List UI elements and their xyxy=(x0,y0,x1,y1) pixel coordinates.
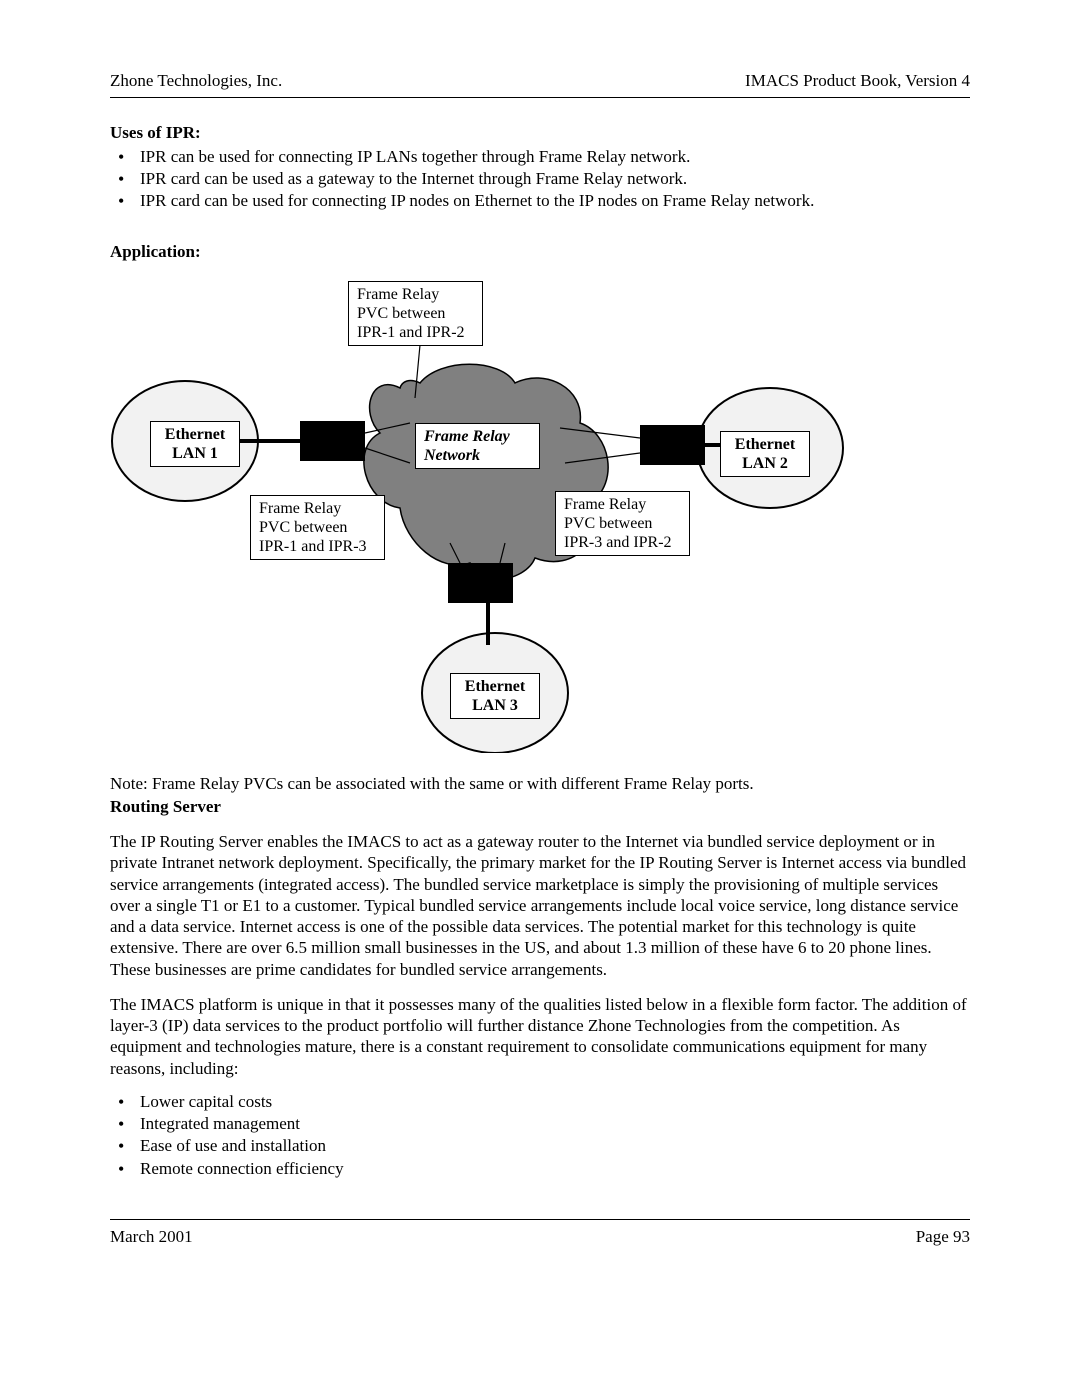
label-line: LAN 3 xyxy=(472,697,518,714)
lan3-label: Ethernet LAN 3 xyxy=(450,673,540,719)
application-heading: Application: xyxy=(110,241,970,262)
list-item: IPR card can be used for connecting IP n… xyxy=(110,190,970,211)
label-line: PVC between xyxy=(357,305,445,322)
network-diagram: Frame Relay PVC between IPR-1 and IPR-2 … xyxy=(110,273,850,753)
note-text: Note: Frame Relay PVCs can be associated… xyxy=(110,773,970,794)
right-pvc-label: Frame Relay PVC between IPR-3 and IPR-2 xyxy=(555,491,690,557)
label-line: LAN 2 xyxy=(742,455,788,472)
label-line: PVC between xyxy=(259,519,347,536)
footer-left: March 2001 xyxy=(110,1226,193,1247)
lan1-label: Ethernet LAN 1 xyxy=(150,421,240,467)
label-line: Frame Relay xyxy=(259,500,341,517)
router-box-1 xyxy=(300,421,365,461)
left-pvc-label: Frame Relay PVC between IPR-1 and IPR-3 xyxy=(250,495,385,561)
label-line: Network xyxy=(424,447,480,464)
page-footer: March 2001 Page 93 xyxy=(110,1226,970,1247)
label-line: IPR-1 and IPR-3 xyxy=(259,538,367,555)
paragraph-2: The IMACS platform is unique in that it … xyxy=(110,994,970,1079)
footer-rule xyxy=(110,1219,970,1220)
list-item: Integrated management xyxy=(110,1113,970,1134)
header-rule xyxy=(110,97,970,98)
label-line: IPR-3 and IPR-2 xyxy=(564,534,672,551)
uses-heading: Uses of IPR: xyxy=(110,122,970,143)
list-item: IPR can be used for connecting IP LANs t… xyxy=(110,146,970,167)
top-pvc-label: Frame Relay PVC between IPR-1 and IPR-2 xyxy=(348,281,483,347)
label-line: Ethernet xyxy=(735,436,795,453)
label-line: PVC between xyxy=(564,515,652,532)
label-line: Frame Relay xyxy=(357,286,439,303)
paragraph-1: The IP Routing Server enables the IMACS … xyxy=(110,831,970,980)
router-box-3 xyxy=(448,563,513,603)
routing-heading: Routing Server xyxy=(110,796,970,817)
label-line: LAN 1 xyxy=(172,445,218,462)
uses-list: IPR can be used for connecting IP LANs t… xyxy=(110,146,970,212)
list-item: Lower capital costs xyxy=(110,1091,970,1112)
list-item: IPR card can be used as a gateway to the… xyxy=(110,168,970,189)
list-item: Remote connection efficiency xyxy=(110,1158,970,1179)
label-line: Frame Relay xyxy=(424,428,510,445)
page-header: Zhone Technologies, Inc. IMACS Product B… xyxy=(110,70,970,91)
label-line: Ethernet xyxy=(165,426,225,443)
center-label: Frame Relay Network xyxy=(415,423,540,469)
list-item: Ease of use and installation xyxy=(110,1135,970,1156)
label-line: IPR-1 and IPR-2 xyxy=(357,324,465,341)
header-right: IMACS Product Book, Version 4 xyxy=(745,70,970,91)
header-left: Zhone Technologies, Inc. xyxy=(110,70,282,91)
benefits-list: Lower capital costs Integrated managemen… xyxy=(110,1091,970,1179)
lan2-label: Ethernet LAN 2 xyxy=(720,431,810,477)
label-line: Frame Relay xyxy=(564,496,646,513)
router-box-2 xyxy=(640,425,705,465)
label-line: Ethernet xyxy=(465,678,525,695)
footer-right: Page 93 xyxy=(916,1226,970,1247)
